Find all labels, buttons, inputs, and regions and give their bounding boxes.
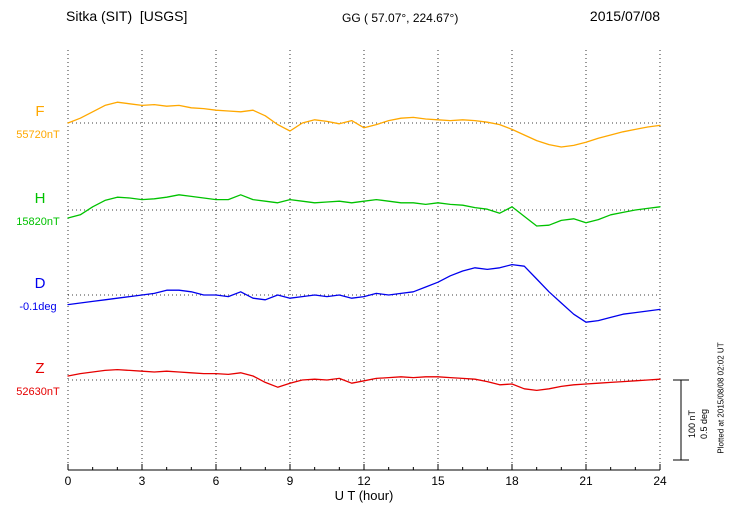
x-tick-label: 6 bbox=[213, 474, 220, 488]
series-label-Z: Z bbox=[35, 360, 45, 377]
series-label-D: D bbox=[34, 275, 46, 292]
x-tick-label: 3 bbox=[139, 474, 146, 488]
geo-coordinates: GG ( 57.07°, 224.67°) bbox=[342, 11, 459, 25]
x-tick-label: 0 bbox=[65, 474, 72, 488]
scalebar-label-nt: 100 nT bbox=[687, 409, 697, 439]
trace-H bbox=[67, 194, 661, 227]
trace-D bbox=[67, 263, 661, 323]
x-tick-label: 12 bbox=[357, 474, 371, 488]
station-title: Sitka (SIT) [USGS] bbox=[66, 8, 188, 24]
x-tick-label: 24 bbox=[653, 474, 667, 488]
x-axis-label: U T (hour) bbox=[334, 488, 394, 503]
series-label-F: F bbox=[35, 103, 45, 120]
plotted-at-note: Plotted at 2015/08/08 02:02 UT bbox=[716, 342, 726, 454]
plot-date: 2015/07/08 bbox=[589, 8, 660, 24]
trace-F bbox=[67, 101, 661, 148]
series-baseline-D: -0.1deg bbox=[19, 301, 57, 313]
series-baseline-Z: 52630nT bbox=[16, 386, 60, 398]
x-tick-label: 18 bbox=[505, 474, 519, 488]
x-tick-label: 21 bbox=[579, 474, 593, 488]
x-tick-label: 15 bbox=[431, 474, 445, 488]
x-tick-label: 9 bbox=[287, 474, 294, 488]
trace-Z bbox=[67, 368, 661, 392]
series-label-H: H bbox=[34, 190, 46, 207]
series-baseline-F: 55720nT bbox=[16, 129, 60, 141]
scalebar-label-deg: 0.5 deg bbox=[699, 408, 709, 440]
series-baseline-H: 15820nT bbox=[16, 216, 60, 228]
